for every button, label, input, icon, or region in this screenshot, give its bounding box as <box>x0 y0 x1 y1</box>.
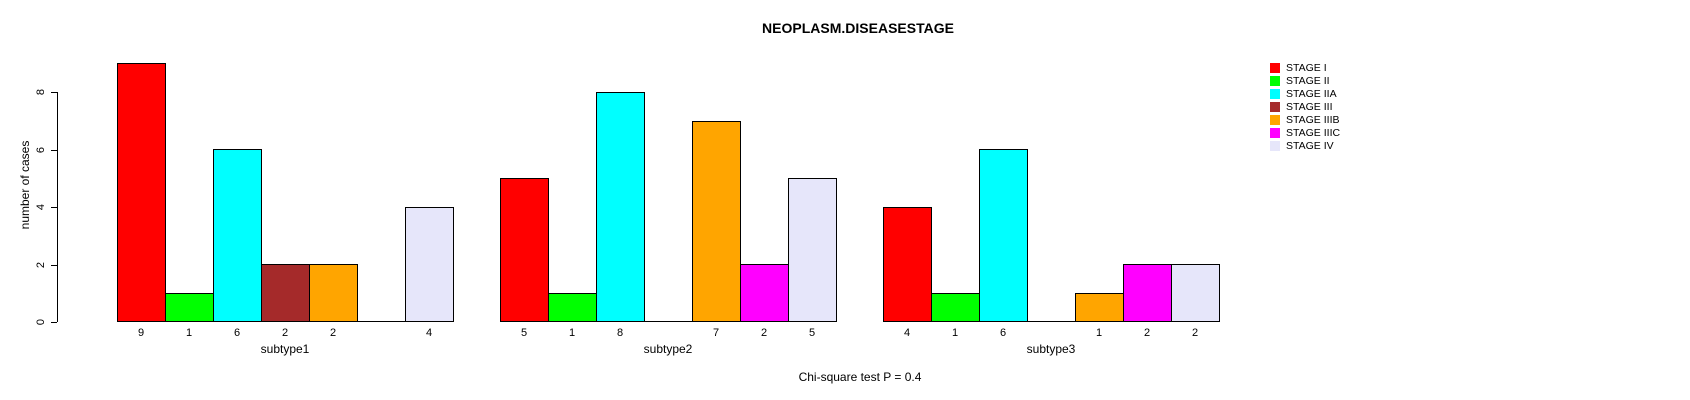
zero-bar-line <box>357 321 406 322</box>
legend-label: STAGE IIIB <box>1286 113 1340 126</box>
legend-swatch <box>1270 114 1280 125</box>
y-tick-label: 0 <box>35 318 47 326</box>
zero-bar-line <box>644 321 693 322</box>
bar <box>213 149 262 322</box>
legend-swatch <box>1270 88 1280 99</box>
bar <box>692 121 741 322</box>
bar <box>1171 264 1220 322</box>
bar <box>165 293 214 322</box>
bar-value-label: 2 <box>281 327 289 339</box>
chi-square-note: Chi-square test P = 0.4 <box>798 370 922 384</box>
legend-item: STAGE I <box>1270 62 1327 74</box>
bar <box>309 264 358 322</box>
legend-item: STAGE III <box>1270 101 1332 113</box>
bar <box>788 178 837 322</box>
bar-value-label: 6 <box>999 327 1007 339</box>
bar <box>883 207 932 322</box>
bar-value-label: 7 <box>712 327 720 339</box>
legend-item: STAGE II <box>1270 75 1330 87</box>
bar-value-label: 9 <box>137 327 145 339</box>
legend-label: STAGE II <box>1286 74 1330 87</box>
y-axis-line <box>57 92 58 322</box>
bar <box>931 293 980 322</box>
legend-swatch <box>1270 140 1280 151</box>
legend-swatch <box>1270 75 1280 86</box>
y-tick <box>51 149 57 151</box>
bar <box>740 264 789 322</box>
bar-value-label: 1 <box>185 327 193 339</box>
legend-label: STAGE IIIC <box>1286 126 1341 139</box>
bar-value-label: 4 <box>425 327 433 339</box>
legend-swatch <box>1270 101 1280 112</box>
bar <box>117 63 166 322</box>
legend-label: STAGE I <box>1286 62 1327 74</box>
bar <box>405 207 454 322</box>
group-label: subtype1 <box>260 342 310 356</box>
bar <box>1075 293 1124 322</box>
legend-label: STAGE IIA <box>1286 87 1337 100</box>
bar-value-label: 2 <box>1143 327 1151 339</box>
y-tick-label: 4 <box>35 203 47 211</box>
legend-item: STAGE IIIC <box>1270 127 1340 139</box>
legend-swatch <box>1270 63 1280 73</box>
group-label: subtype3 <box>1026 342 1076 356</box>
bar-value-label: 2 <box>760 327 768 339</box>
legend-label: STAGE III <box>1286 100 1333 113</box>
bar-value-label: 1 <box>1095 327 1103 339</box>
bar-value-label: 2 <box>329 327 337 339</box>
legend-label: STAGE IV <box>1286 139 1334 152</box>
legend-item: STAGE IIIB <box>1270 114 1339 126</box>
chart-title: NEOPLASM.DISEASESTAGE <box>762 20 954 36</box>
y-tick <box>51 322 57 323</box>
bar <box>1123 264 1172 322</box>
legend-item: STAGE IV <box>1270 140 1334 152</box>
y-tick-label: 8 <box>35 88 47 96</box>
bar <box>596 92 645 322</box>
bar-value-label: 6 <box>233 327 241 339</box>
bar <box>548 293 597 322</box>
bar-value-label: 1 <box>568 327 576 339</box>
zero-bar-line <box>1027 321 1076 322</box>
y-tick <box>51 207 57 208</box>
bar-value-label: 5 <box>808 327 816 339</box>
bar-value-label: 4 <box>903 327 911 339</box>
bar-value-label: 5 <box>520 327 528 339</box>
group-label: subtype2 <box>643 342 693 356</box>
y-tick-label: 2 <box>35 261 47 268</box>
bar-value-label: 1 <box>951 327 959 339</box>
legend-item: STAGE IIA <box>1270 88 1337 100</box>
y-tick <box>51 264 57 266</box>
y-tick-label: 6 <box>35 146 47 153</box>
bar <box>261 264 310 322</box>
y-tick <box>51 92 57 93</box>
bar <box>500 178 549 322</box>
bar <box>979 149 1028 322</box>
bar-value-label: 2 <box>1191 327 1199 339</box>
bar-value-label: 8 <box>616 327 624 339</box>
legend-swatch <box>1270 127 1280 138</box>
